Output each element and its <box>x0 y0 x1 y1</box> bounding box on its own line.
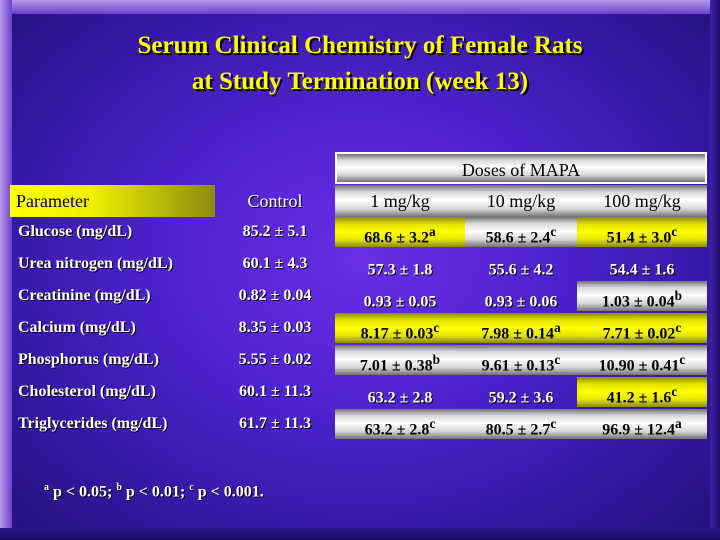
row-calcium-10mgkg: 7.98 ± 0.14a <box>465 313 577 343</box>
row-triglycerides-1mgkg: 63.2 ± 2.8c <box>335 409 465 439</box>
row-calcium-100mgkg: 7.71 ± 0.02c <box>577 313 707 343</box>
row-creatinine-10mgkg: 0.93 ± 0.06 <box>484 293 558 311</box>
row-glucose-control: 85.2 ± 5.1 <box>242 223 308 240</box>
column-header-control: Control <box>247 191 303 211</box>
row-creatinine-parameter: Creatinine (mg/dL) <box>18 287 151 304</box>
column-header-parameter: Parameter <box>10 185 215 217</box>
row-glucose-10mgkg: 58.6 ± 2.4c <box>465 217 577 247</box>
slide-bevel-top <box>0 0 720 14</box>
row-urea-parameter: Urea nitrogen (mg/dL) <box>18 255 173 272</box>
row-glucose-parameter: Glucose (mg/dL) <box>18 223 133 240</box>
title-line-2: at Study Termination (week 13) <box>191 68 529 95</box>
row-cholesterol-control: 60.1 ± 11.3 <box>239 383 311 400</box>
row-creatinine-control: 0.82 ± 0.04 <box>238 287 312 304</box>
row-cholesterol-1mgkg: 63.2 ± 2.8 <box>367 389 433 407</box>
row-urea-control: 60.1 ± 4.3 <box>242 255 308 272</box>
column-header-1mgkg: 1 mg/kg <box>335 185 465 217</box>
row-calcium-control: 8.35 ± 0.03 <box>238 319 312 336</box>
slide-title: Serum Clinical Chemistry of Female Rats … <box>0 28 720 100</box>
row-creatinine-100mgkg: 1.03 ± 0.04b <box>577 281 707 311</box>
row-glucose-100mgkg: 51.4 ± 3.0c <box>577 217 707 247</box>
slide-bevel-bottom <box>0 528 720 540</box>
row-urea-10mgkg: 55.6 ± 4.2 <box>488 261 554 279</box>
slide-bevel-left <box>0 0 12 540</box>
row-phosphorus-control: 5.55 ± 0.02 <box>238 351 312 368</box>
row-urea-1mgkg: 57.3 ± 1.8 <box>367 261 433 279</box>
column-header-10mgkg: 10 mg/kg <box>465 185 577 217</box>
title-line-1: Serum Clinical Chemistry of Female Rats <box>137 32 583 59</box>
row-cholesterol-100mgkg: 41.2 ± 1.6c <box>577 377 707 407</box>
row-phosphorus-parameter: Phosphorus (mg/dL) <box>18 351 159 368</box>
row-cholesterol-parameter: Cholesterol (mg/dL) <box>18 383 156 400</box>
row-triglycerides-control: 61.7 ± 11.3 <box>239 415 311 432</box>
row-phosphorus-10mgkg: 9.61 ± 0.13c <box>465 345 577 375</box>
slide-bevel-right <box>710 0 720 540</box>
row-calcium-parameter: Calcium (mg/dL) <box>18 319 136 336</box>
row-triglycerides-parameter: Triglycerides (mg/dL) <box>18 415 168 432</box>
row-glucose-1mgkg: 68.6 ± 3.2a <box>335 217 465 247</box>
row-creatinine-1mgkg: 0.93 ± 0.05 <box>363 293 437 311</box>
significance-footnote: a p < 0.05; b p < 0.01; c p < 0.001. <box>44 482 264 501</box>
column-header-100mgkg: 100 mg/kg <box>577 185 707 217</box>
row-calcium-1mgkg: 8.17 ± 0.03c <box>335 313 465 343</box>
row-triglycerides-10mgkg: 80.5 ± 2.7c <box>465 409 577 439</box>
row-triglycerides-100mgkg: 96.9 ± 12.4a <box>577 409 707 439</box>
row-cholesterol-10mgkg: 59.2 ± 3.6 <box>488 389 554 407</box>
row-phosphorus-100mgkg: 10.90 ± 0.41c <box>577 345 707 375</box>
row-phosphorus-1mgkg: 7.01 ± 0.38b <box>335 345 465 375</box>
doses-group-header: Doses of MAPA <box>335 152 707 184</box>
row-urea-100mgkg: 54.4 ± 1.6 <box>609 261 675 279</box>
